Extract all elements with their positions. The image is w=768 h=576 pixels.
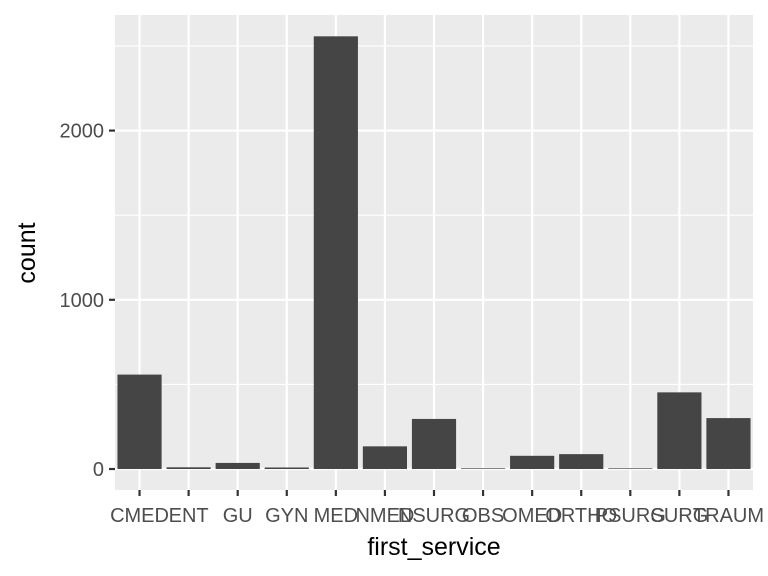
x-tick-label: ENT (169, 505, 209, 527)
y-tick-label: 1000 (60, 290, 105, 312)
bar-ent (166, 467, 211, 470)
bar-cmed (117, 374, 162, 470)
bar-omed (510, 455, 555, 470)
x-tick-label: SURG (650, 505, 708, 527)
bar-obs (460, 468, 506, 470)
y-tick-label: 2000 (60, 121, 105, 143)
bars-layer (117, 36, 751, 470)
x-tick-label: NSURG (398, 505, 470, 527)
bar-med (313, 36, 358, 470)
x-tick-label: PSURG (595, 505, 666, 527)
bar-gyn (264, 467, 309, 470)
bar-surg (657, 392, 702, 470)
x-tick-label: ORTHO (545, 505, 617, 527)
y-tick-label: 0 (93, 459, 104, 481)
x-tick-label: TRAUM (693, 505, 764, 527)
bar-nmed (362, 446, 408, 470)
bar-ortho (559, 454, 604, 470)
x-tick-label: MED (314, 505, 358, 527)
x-tick-label: GU (223, 505, 253, 527)
x-tick-label: GYN (265, 505, 308, 527)
bar-nsurg (411, 418, 457, 470)
y-axis-title: count (13, 222, 41, 283)
bar-traum (706, 418, 751, 470)
x-tick-label: OMED (502, 505, 562, 527)
bar-psurg (608, 468, 653, 470)
x-axis-title: first_service (367, 533, 500, 561)
x-tick-label: CMED (110, 505, 169, 527)
x-tick-label: OBS (462, 505, 504, 527)
bar-gu (215, 462, 260, 470)
axes-layer: 0 1000 2000 CMED ENT GU GYN MEDNMEDNSURGOBSOMED… (60, 121, 765, 527)
x-tick-label: NMED (355, 505, 414, 527)
